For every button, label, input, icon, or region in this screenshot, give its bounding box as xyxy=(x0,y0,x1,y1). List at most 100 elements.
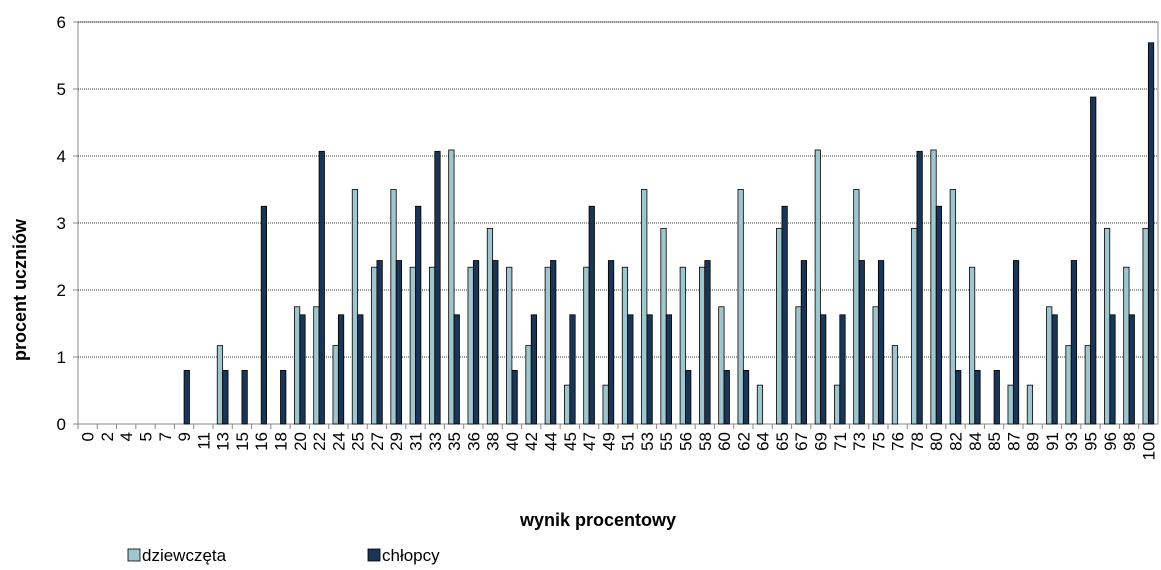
y-tick-label: 4 xyxy=(57,147,66,166)
bar xyxy=(588,205,595,425)
x-tick-label: 56 xyxy=(677,432,696,451)
x-tick-label: 93 xyxy=(1062,432,1081,451)
bar xyxy=(795,306,802,425)
bar xyxy=(776,227,783,425)
bar xyxy=(723,369,730,425)
legend-swatch xyxy=(367,548,381,562)
bar xyxy=(1065,345,1072,425)
bar xyxy=(1103,227,1111,425)
bar xyxy=(993,369,1000,425)
bar xyxy=(448,149,455,425)
y-tick-label: 0 xyxy=(57,415,66,434)
bar xyxy=(820,314,827,425)
bar xyxy=(511,369,518,425)
x-tick-label: 64 xyxy=(754,432,773,451)
bar xyxy=(216,345,224,425)
bar xyxy=(467,266,474,425)
bar xyxy=(833,384,841,425)
bar xyxy=(293,306,301,425)
x-tick-label: 33 xyxy=(426,432,445,451)
bar xyxy=(299,314,306,425)
bar xyxy=(1012,260,1020,425)
x-tick-label: 27 xyxy=(368,432,387,451)
bar xyxy=(313,306,320,425)
bar xyxy=(351,189,359,425)
bar xyxy=(665,314,673,425)
bar xyxy=(646,314,653,425)
x-tick-label: 13 xyxy=(214,432,233,451)
bar xyxy=(737,189,744,425)
bar xyxy=(280,369,287,425)
bar xyxy=(814,149,821,425)
x-tick-label: 22 xyxy=(310,432,329,451)
bar xyxy=(698,266,706,425)
y-tick-label: 1 xyxy=(57,348,66,367)
bar xyxy=(872,306,879,425)
x-tick-label: 69 xyxy=(812,432,831,451)
x-axis-title: wynik procentowy xyxy=(519,510,676,530)
bar xyxy=(1026,384,1034,425)
x-tick-label: 47 xyxy=(580,432,599,451)
bar xyxy=(530,314,538,425)
bar xyxy=(260,205,268,425)
bar xyxy=(544,266,551,425)
bar xyxy=(685,369,692,425)
x-tick-label: 65 xyxy=(773,432,792,451)
bar xyxy=(858,260,865,425)
x-tick-label: 49 xyxy=(599,432,618,451)
legend-label: dziewczęta xyxy=(142,546,227,565)
bar xyxy=(1128,314,1135,425)
x-tick-label: 80 xyxy=(927,432,946,451)
bar xyxy=(569,314,576,425)
x-tick-label: 2 xyxy=(98,432,117,441)
legend-label: chłopcy xyxy=(382,546,440,565)
x-tick-label: 16 xyxy=(252,432,271,451)
bar xyxy=(679,266,686,425)
bar xyxy=(781,205,788,425)
x-tick-label: 51 xyxy=(619,432,638,451)
bar xyxy=(318,150,325,425)
x-tick-label: 9 xyxy=(175,432,194,441)
x-tick-label: 85 xyxy=(985,432,1004,451)
bar xyxy=(955,369,962,425)
bar xyxy=(1070,260,1078,425)
x-tick-label: 55 xyxy=(657,432,676,451)
x-tick-label: 40 xyxy=(503,432,522,451)
bar xyxy=(357,314,364,425)
bar xyxy=(704,260,711,425)
legend-swatch xyxy=(127,548,141,562)
x-tick-label: 87 xyxy=(1004,432,1023,451)
bar xyxy=(853,189,860,425)
bar xyxy=(434,150,441,425)
bar xyxy=(183,369,190,425)
bar xyxy=(337,314,345,425)
x-tick-label: 5 xyxy=(137,432,156,441)
bar xyxy=(839,314,846,425)
bar xyxy=(742,369,750,425)
bar xyxy=(1084,345,1091,425)
y-tick-label: 3 xyxy=(57,214,66,233)
x-tick-label: 75 xyxy=(869,432,888,451)
bar xyxy=(241,369,248,425)
bar xyxy=(453,314,460,425)
x-tick-label: 35 xyxy=(445,432,464,451)
x-tick-label: 58 xyxy=(696,432,715,451)
bar xyxy=(486,227,494,425)
bar xyxy=(1090,96,1097,425)
bar xyxy=(968,266,976,425)
x-tick-label: 100 xyxy=(1139,432,1158,460)
x-tick-label: 89 xyxy=(1024,432,1043,451)
bar xyxy=(390,189,397,425)
x-tick-label: 29 xyxy=(387,432,406,451)
bar xyxy=(607,260,615,425)
x-tick-label: 31 xyxy=(407,432,426,451)
bar xyxy=(525,345,532,425)
y-tick-label: 6 xyxy=(57,13,66,32)
bar xyxy=(974,369,981,425)
bar xyxy=(1123,266,1130,425)
x-tick-label: 71 xyxy=(831,432,850,451)
x-tick-label: 53 xyxy=(638,432,657,451)
x-tick-label: 60 xyxy=(715,432,734,451)
bar xyxy=(891,345,899,425)
